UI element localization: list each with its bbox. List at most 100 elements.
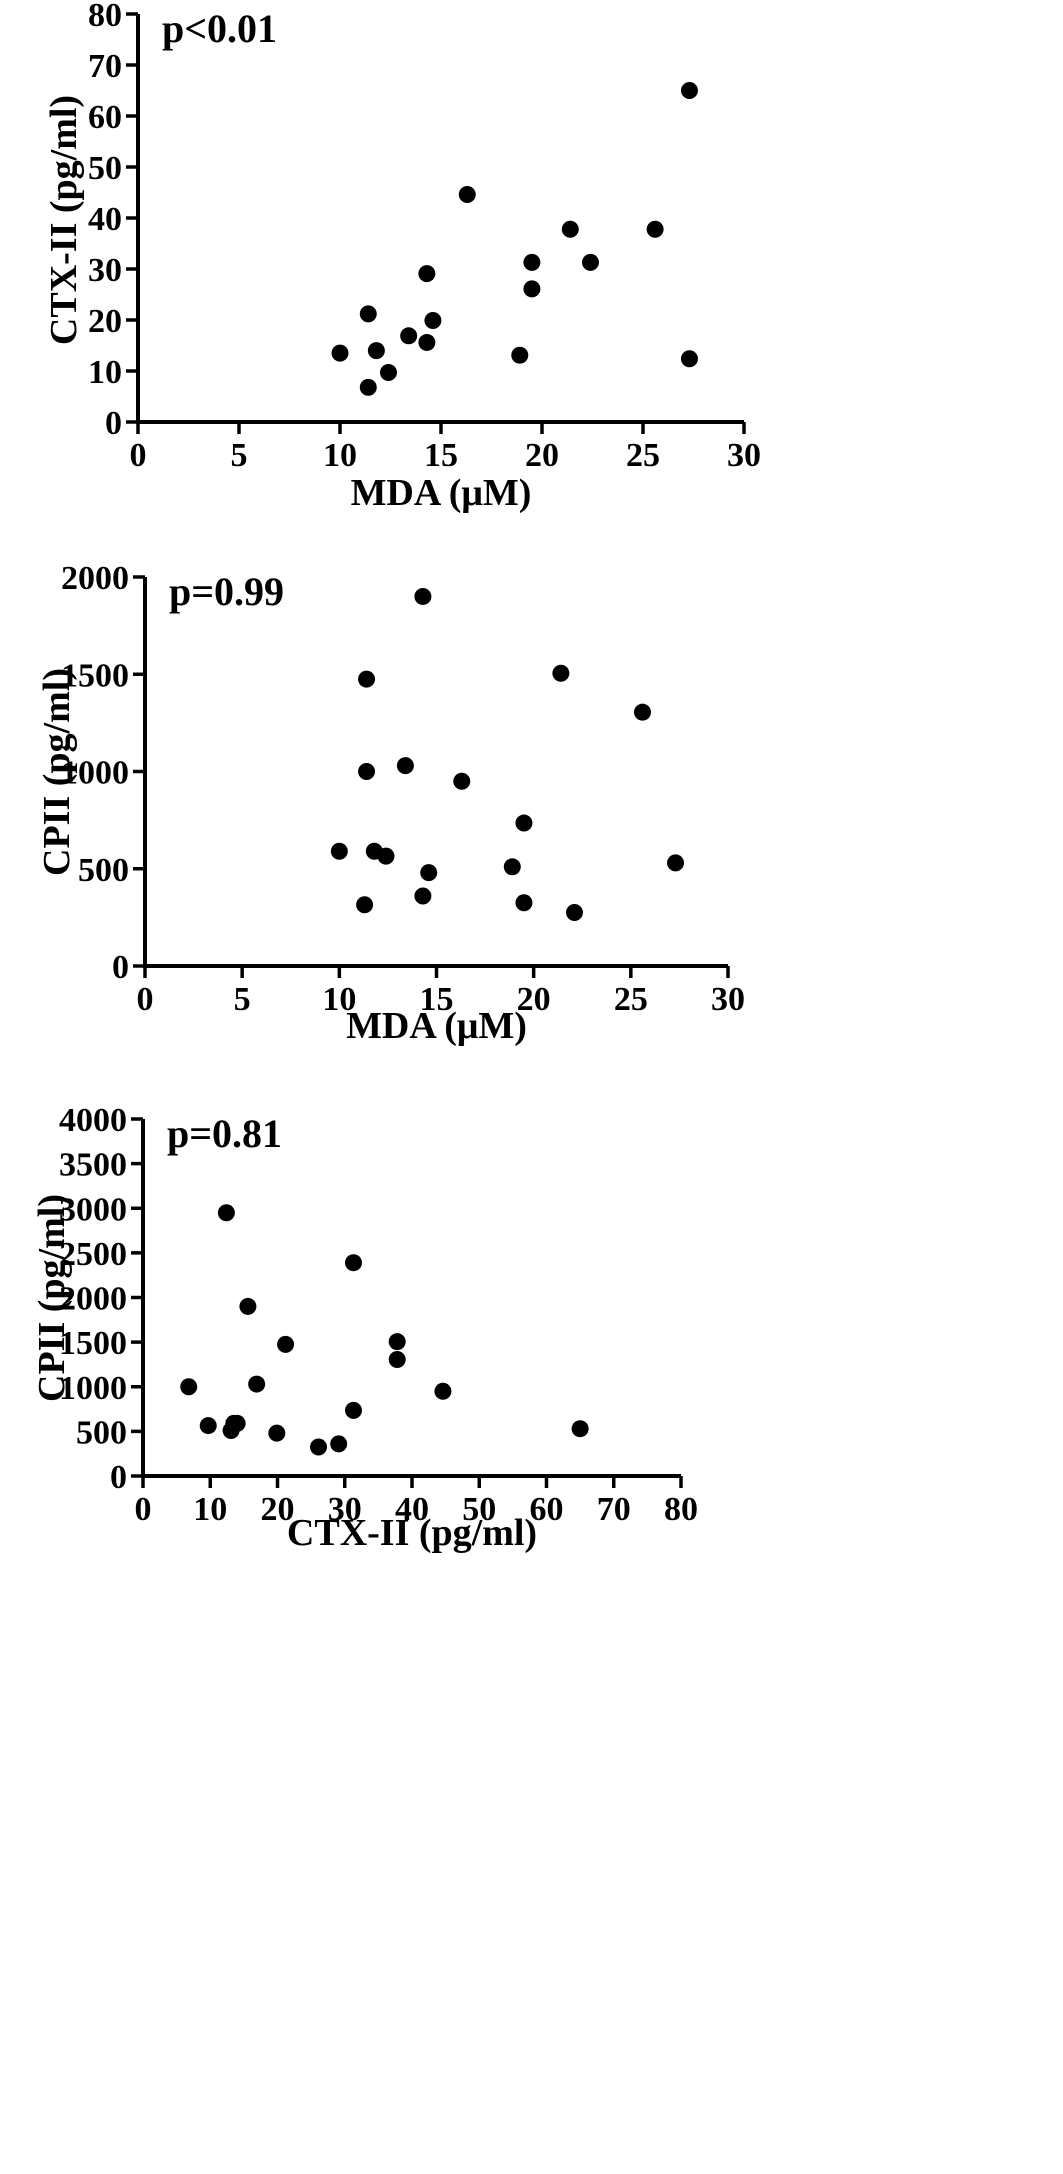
y-tick-label: 500 [76, 1414, 127, 1451]
y-axis-title: CTX-II (pg/ml) [43, 95, 85, 345]
data-point [552, 664, 570, 682]
x-tick-label: 80 [664, 1491, 698, 1528]
data-point [420, 864, 438, 882]
y-tick-label: 70 [88, 48, 122, 85]
p-value-annotation: p=0.99 [169, 569, 284, 614]
y-tick-label: 2000 [61, 560, 129, 597]
x-tick-label: 25 [626, 437, 660, 474]
y-tick-label: 30 [88, 252, 122, 289]
data-point [359, 305, 377, 323]
x-tick-label: 0 [130, 437, 147, 474]
data-point [268, 1424, 286, 1442]
data-point [396, 757, 414, 775]
data-point [414, 587, 432, 605]
y-axis-title: CPII (pg/ml) [31, 1194, 73, 1402]
data-point [561, 220, 579, 238]
y-tick-label: 3500 [59, 1147, 127, 1184]
y-tick-label: 0 [110, 1459, 127, 1496]
scatter-panel-cpii-vs-ctx: 0 500 1000 1500 2000 2500 3000 3500 4000 0 10 20 30 4… [31, 1102, 698, 1554]
x-tick-label: 10 [323, 437, 357, 474]
scatter-panel-ctx-vs-mda: 0 10 20 30 40 50 60 70 80 0 5 10 15 20 25 30 MDA (μM) CTX… [43, 0, 761, 514]
data-point [424, 312, 442, 330]
data-point [503, 858, 521, 876]
x-tick-label: 15 [420, 981, 454, 1018]
data-point [667, 854, 685, 872]
y-tick-label: 0 [112, 949, 129, 986]
data-point [217, 1204, 235, 1222]
y-tick-label: 60 [88, 99, 122, 136]
x-tick-label: 60 [530, 1491, 564, 1528]
x-tick-label: 0 [137, 981, 154, 1018]
y-tick-label: 1500 [59, 1325, 127, 1362]
x-tick-label: 20 [261, 1491, 295, 1528]
data-point [367, 342, 385, 360]
data-point [310, 1438, 328, 1456]
y-tick-label: 1000 [61, 755, 129, 792]
data-point [344, 1254, 362, 1272]
data-point [388, 1333, 406, 1351]
x-tick-label: 10 [193, 1491, 227, 1528]
data-point [523, 253, 541, 271]
y-tick-label: 4000 [59, 1102, 127, 1139]
y-axis-title: CPII (pg/ml) [36, 668, 78, 876]
data-point [377, 847, 395, 865]
data-point [434, 1382, 452, 1400]
data-point [633, 703, 651, 721]
y-tick-label: 2500 [59, 1236, 127, 1273]
y-tick-label: 2000 [59, 1281, 127, 1318]
data-point [388, 1351, 406, 1369]
data-point [515, 894, 533, 912]
x-tick-label: 70 [597, 1491, 631, 1528]
x-tick-label: 5 [231, 437, 248, 474]
data-point [359, 378, 377, 396]
data-point [565, 904, 583, 922]
data-point [239, 1297, 257, 1315]
data-point [515, 814, 533, 832]
data-point [358, 763, 376, 780]
data-point [458, 186, 476, 204]
data-point [453, 772, 471, 790]
y-tick-label: 1000 [59, 1370, 127, 1407]
x-tick-label: 15 [424, 437, 458, 474]
data-point [680, 82, 698, 99]
x-tick-label: 10 [322, 981, 356, 1018]
x-tick-label: 40 [395, 1491, 429, 1528]
data-point [680, 350, 698, 368]
x-tick-label: 20 [517, 981, 551, 1018]
y-tick-label: 50 [88, 150, 122, 187]
data-point [199, 1417, 217, 1435]
data-point [400, 327, 418, 345]
data-point [277, 1335, 295, 1353]
x-tick-label: 50 [462, 1491, 496, 1528]
data-point [331, 344, 349, 362]
scatter-panel-cpii-vs-mda: 0 500 1000 1500 2000 0 5 10 15 20 25 30 MDA (μM) CPII… [36, 560, 745, 1047]
x-axis-title: CTX-II (pg/ml) [287, 1512, 537, 1554]
y-tick-label: 3000 [59, 1191, 127, 1228]
y-tick-label: 500 [78, 852, 129, 889]
data-point [358, 670, 376, 688]
y-tick-label: 20 [88, 303, 122, 340]
data-point [418, 333, 436, 351]
x-axis-title: MDA (μM) [346, 1005, 527, 1047]
x-tick-label: 25 [614, 981, 648, 1018]
data-point [180, 1378, 198, 1396]
y-tick-label: 1500 [61, 657, 129, 694]
data-point [356, 896, 374, 914]
data-point [646, 220, 664, 238]
x-tick-label: 20 [525, 437, 559, 474]
y-tick-label: 80 [88, 0, 122, 34]
p-value-annotation: p<0.01 [162, 6, 277, 51]
data-point [330, 1435, 348, 1453]
x-tick-label: 30 [711, 981, 745, 1018]
y-tick-label: 0 [105, 405, 122, 442]
x-tick-label: 30 [727, 437, 761, 474]
data-point [511, 346, 529, 364]
data-point [344, 1401, 362, 1419]
x-tick-label: 5 [234, 981, 251, 1018]
data-point [379, 364, 397, 382]
p-value-annotation: p=0.81 [167, 1111, 282, 1156]
data-point [523, 280, 541, 298]
data-point [248, 1375, 266, 1393]
x-tick-label: 0 [135, 1491, 152, 1528]
